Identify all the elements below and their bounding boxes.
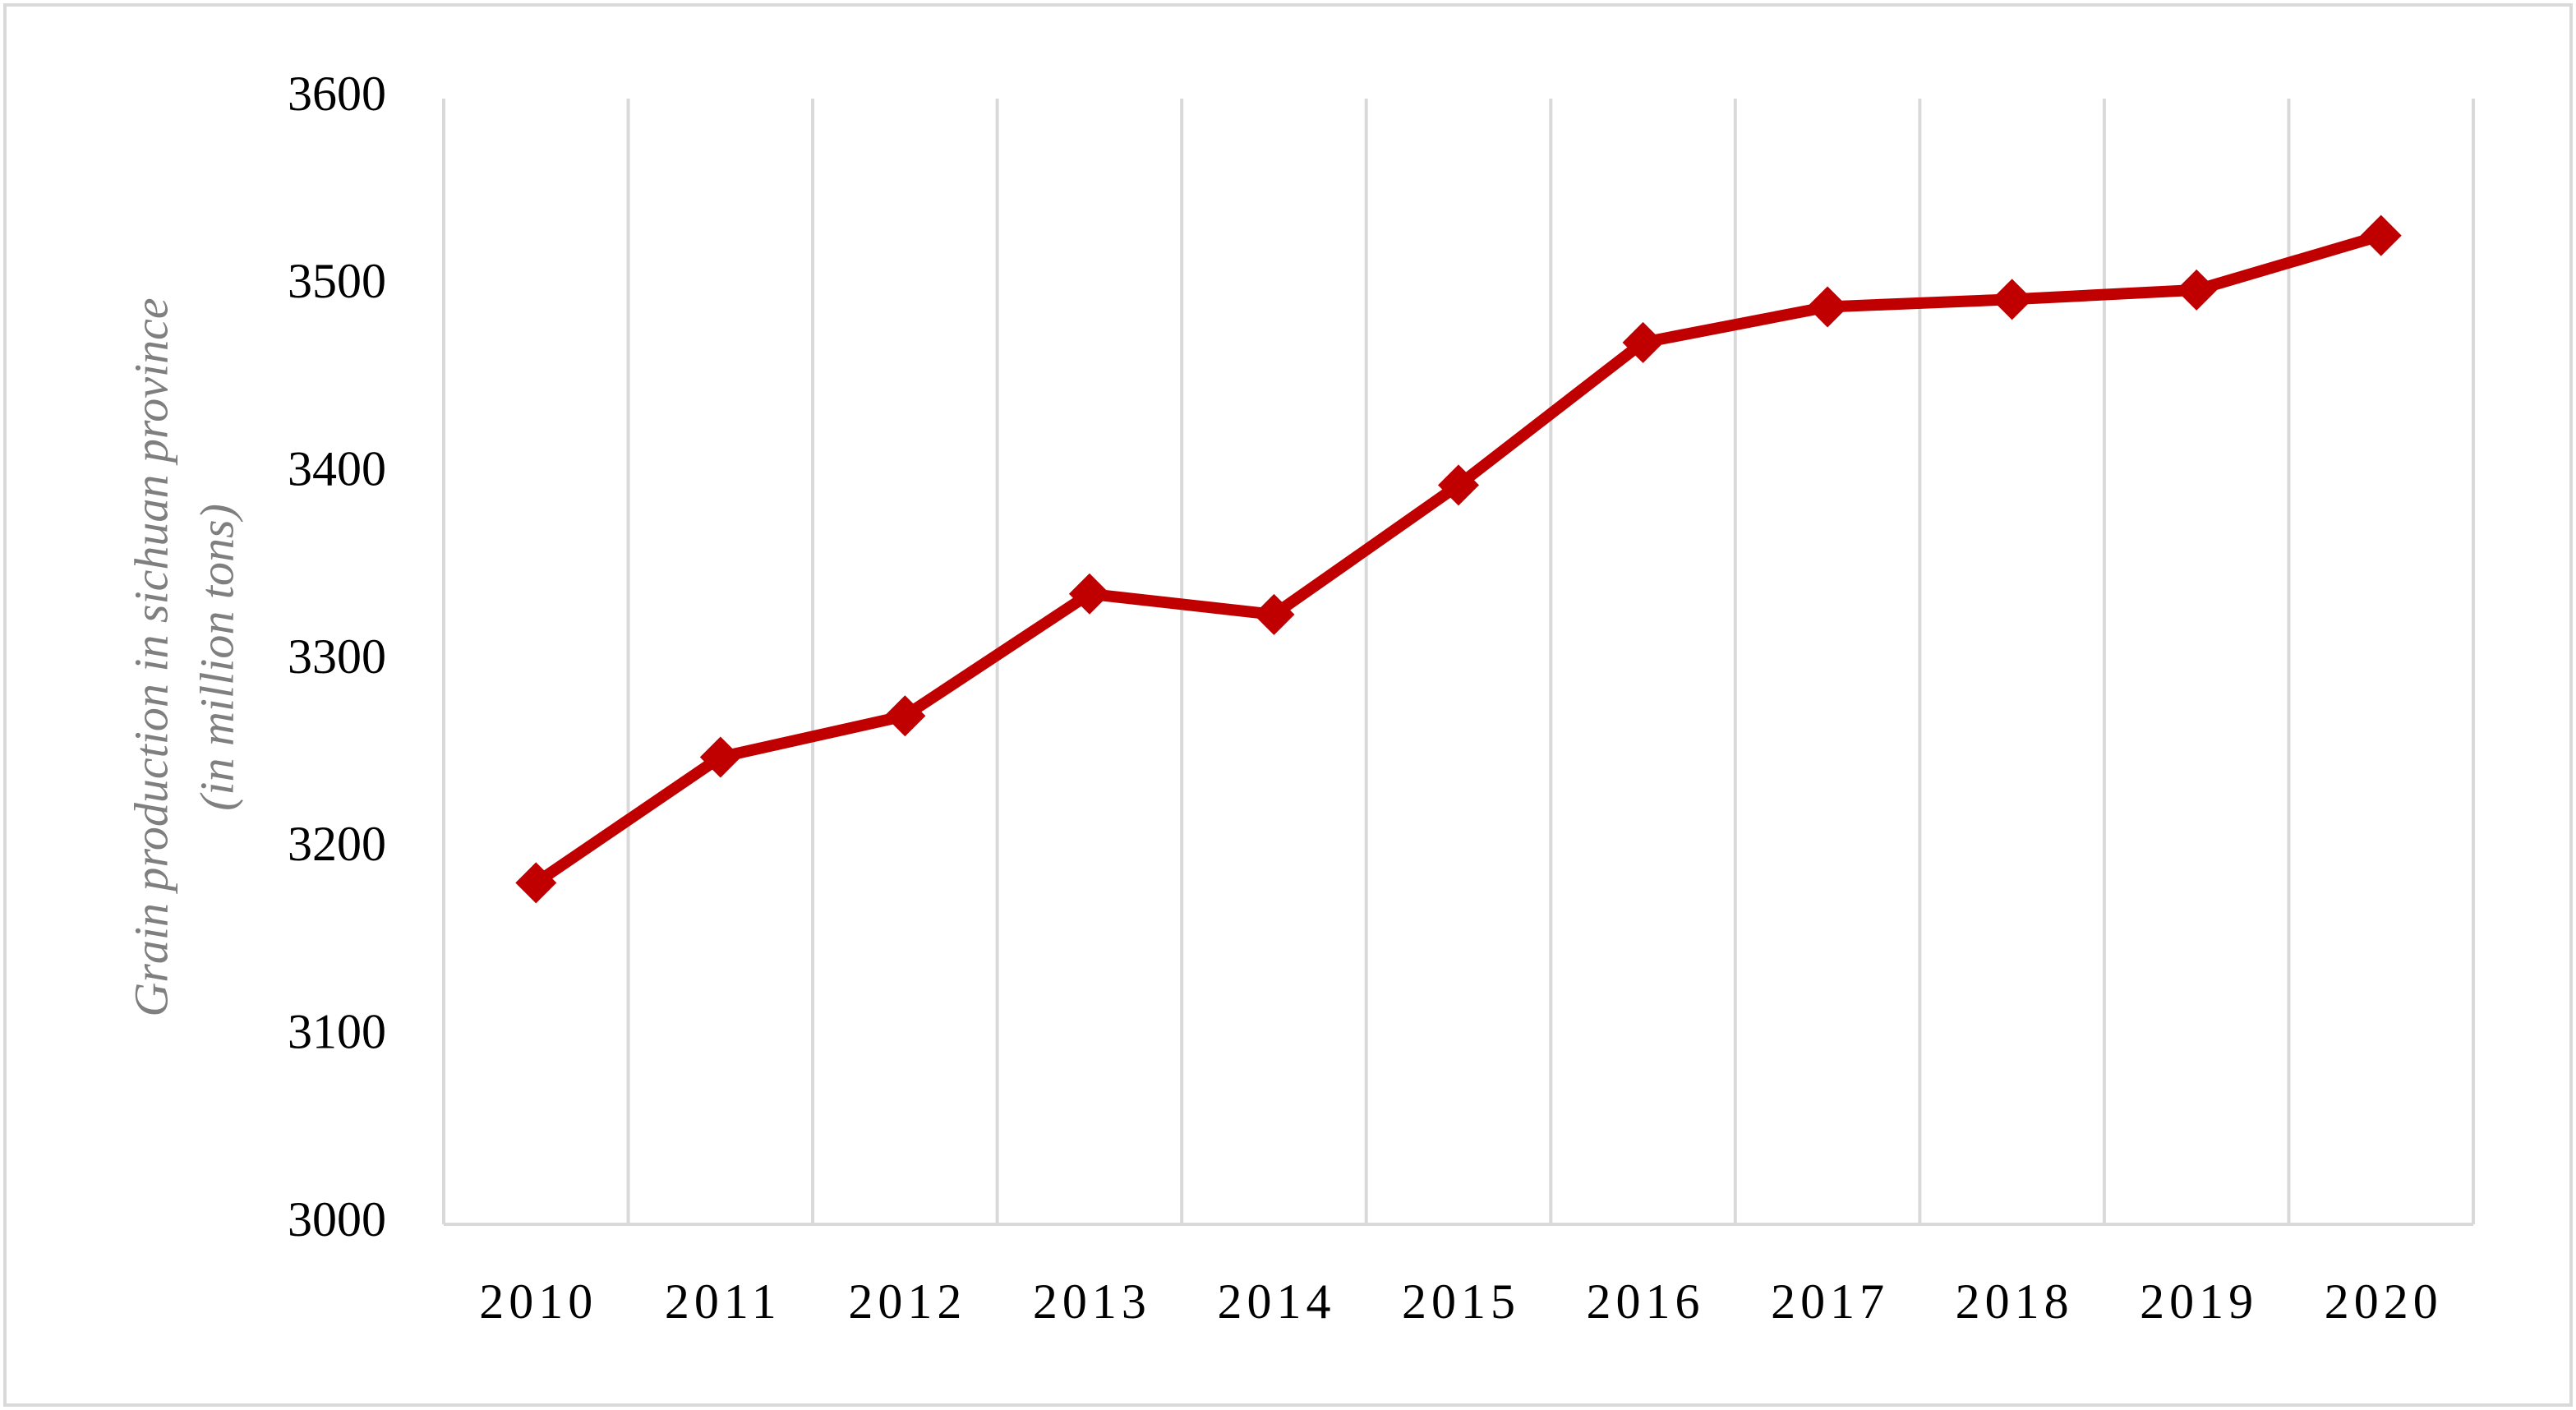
x-tick-label: 2018 bbox=[1956, 1274, 2074, 1329]
x-tick-label: 2019 bbox=[2140, 1274, 2258, 1329]
x-tick-label: 2015 bbox=[1402, 1274, 1520, 1329]
data-marker bbox=[1807, 286, 1849, 328]
x-tick-label: 2020 bbox=[2325, 1274, 2443, 1329]
data-marker bbox=[1438, 464, 1479, 506]
data-marker bbox=[1068, 573, 1110, 615]
data-marker bbox=[1622, 321, 1664, 363]
x-tick-label: 2013 bbox=[1033, 1274, 1151, 1329]
x-tick-label: 2012 bbox=[848, 1274, 966, 1329]
x-tick-label: 2014 bbox=[1217, 1274, 1335, 1329]
y-tick-label: 3100 bbox=[288, 1004, 386, 1058]
data-marker bbox=[1991, 279, 2033, 320]
y-tick-label: 3400 bbox=[288, 441, 386, 495]
data-marker bbox=[1253, 593, 1295, 635]
data-marker bbox=[515, 862, 557, 904]
y-axis-label: (in million tons) bbox=[190, 504, 243, 811]
x-tick-label: 2011 bbox=[665, 1274, 781, 1329]
data-marker bbox=[2360, 214, 2402, 256]
x-tick-label: 2016 bbox=[1587, 1274, 1705, 1329]
data-marker bbox=[2176, 269, 2218, 311]
data-marker bbox=[699, 736, 741, 778]
y-tick-label: 3600 bbox=[288, 67, 386, 121]
x-tick-label: 2017 bbox=[1771, 1274, 1889, 1329]
y-axis-label: Grain production in sichuan province bbox=[124, 297, 177, 1016]
x-tick-label: 2010 bbox=[479, 1274, 597, 1329]
chart-frame bbox=[3, 3, 2573, 1407]
y-tick-label: 3000 bbox=[288, 1192, 386, 1246]
y-tick-label: 3300 bbox=[288, 629, 386, 684]
data-marker bbox=[884, 695, 926, 737]
y-tick-label: 3200 bbox=[288, 817, 386, 871]
y-tick-label: 3500 bbox=[288, 254, 386, 308]
